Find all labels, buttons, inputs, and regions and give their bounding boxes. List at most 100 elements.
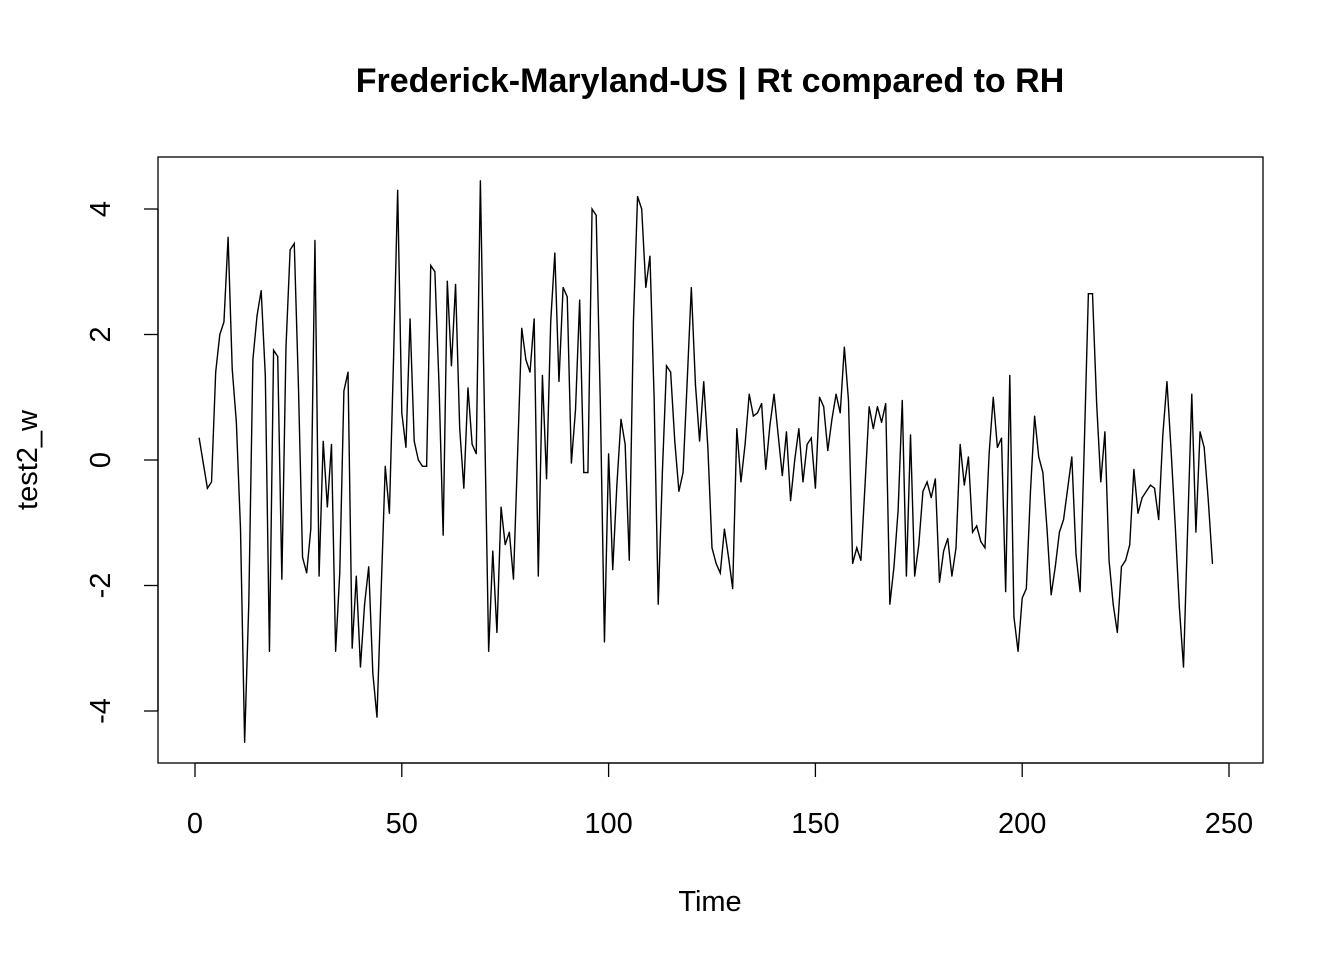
data-point [703, 380, 705, 383]
data-point [1025, 588, 1027, 590]
data-point [488, 650, 490, 652]
data-point [715, 562, 717, 565]
data-point [951, 575, 953, 577]
data-point [905, 575, 907, 577]
data-point [897, 509, 899, 511]
data-point [492, 550, 494, 552]
data-point [272, 349, 275, 351]
data-point [215, 371, 217, 373]
data-point [570, 462, 572, 464]
data-point [934, 478, 936, 480]
data-point [943, 550, 945, 552]
y-tick-label: -2 [85, 573, 117, 599]
data-point [392, 359, 395, 361]
data-point [1141, 497, 1143, 499]
x-tick-label: 50 [386, 808, 418, 840]
data-point [876, 406, 879, 408]
data-point [301, 556, 304, 558]
data-point [885, 402, 887, 405]
data-point [314, 239, 316, 241]
x-tick-label: 200 [998, 808, 1046, 840]
data-point [574, 409, 577, 411]
data-point [1149, 484, 1152, 486]
data-point [438, 384, 440, 386]
data-point [963, 484, 965, 486]
data-point [235, 421, 237, 423]
data-point [678, 490, 680, 492]
data-point [1104, 431, 1106, 433]
data-point [397, 189, 399, 191]
data-point [992, 396, 994, 398]
data-point [1129, 544, 1131, 546]
data-point [434, 271, 436, 273]
data-point [1162, 434, 1164, 436]
data-point [504, 544, 506, 546]
data-point [785, 431, 788, 433]
data-point [670, 371, 672, 373]
data-point [322, 440, 324, 442]
data-point [347, 371, 349, 373]
data-point [285, 346, 287, 348]
data-point [976, 525, 978, 527]
data-point [959, 443, 961, 445]
data-point [583, 471, 585, 474]
data-point [947, 537, 949, 540]
data-point [955, 547, 957, 549]
data-point [649, 255, 651, 257]
data-point [537, 575, 539, 577]
data-point [1096, 402, 1098, 405]
y-tick-label: -4 [85, 698, 117, 724]
data-point [595, 214, 597, 216]
data-point [442, 534, 444, 536]
data-point [1170, 449, 1172, 452]
data-point [1203, 446, 1205, 449]
data-point [293, 242, 295, 245]
data-point [661, 471, 663, 474]
data-point [1029, 490, 1032, 492]
data-point [525, 359, 527, 361]
data-point [599, 402, 601, 405]
data-point [860, 559, 862, 562]
data-point [239, 528, 242, 530]
data-point [277, 355, 279, 358]
data-point [616, 484, 618, 486]
data-point [823, 406, 825, 408]
data-point [789, 500, 792, 502]
data-point [988, 453, 990, 455]
data-point [761, 402, 763, 405]
data-point [810, 437, 812, 439]
data-point [330, 443, 333, 445]
series-line [198, 180, 1214, 743]
data-point [1125, 559, 1127, 562]
data-point [1112, 603, 1114, 605]
data-point [372, 672, 374, 674]
data-point [579, 299, 581, 301]
data-point [773, 393, 775, 395]
data-point [1005, 591, 1007, 593]
data-point [653, 396, 655, 398]
y-tick-label: 0 [85, 452, 117, 468]
data-point [1207, 500, 1209, 502]
data-point [856, 547, 858, 549]
data-point [839, 412, 841, 414]
data-point [872, 428, 874, 430]
data-point [624, 443, 626, 445]
x-axis: 0 50 100 150 200 250 [187, 762, 1253, 840]
data-point [748, 393, 750, 395]
data-point [268, 650, 271, 652]
data-point [657, 603, 659, 605]
data-point [1158, 519, 1160, 521]
data-point [450, 365, 453, 367]
data-point [248, 603, 250, 605]
data-point [612, 569, 614, 571]
data-point [922, 490, 924, 492]
data-point [1009, 374, 1011, 376]
data-point [359, 666, 362, 668]
data-point [686, 380, 688, 383]
data-point [620, 418, 622, 420]
data-point [475, 453, 477, 455]
data-point [401, 412, 403, 414]
data-point [1034, 415, 1036, 417]
data-point [740, 481, 742, 483]
data-point [727, 556, 730, 558]
